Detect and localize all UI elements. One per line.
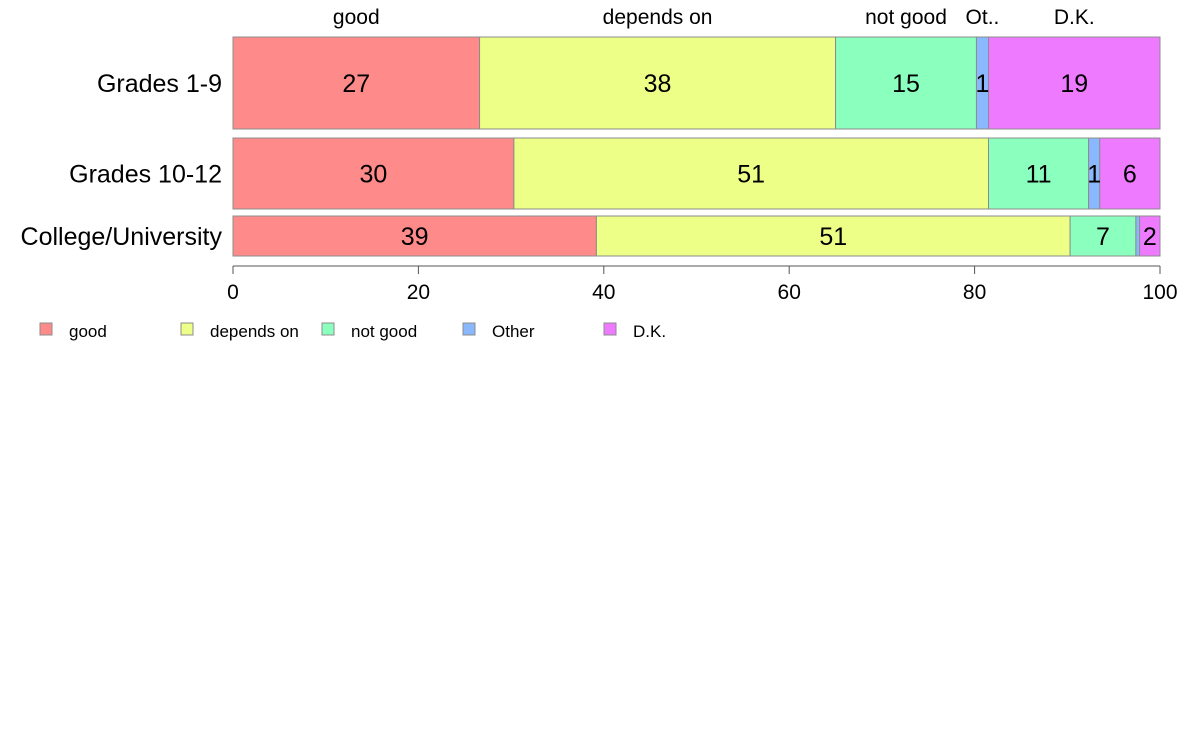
legend: good depends on not good Other D.K. [39, 322, 666, 341]
bar-value-label: 6 [1123, 161, 1137, 189]
bar-segment [232, 36, 481, 130]
legend-swatch [39, 322, 53, 336]
bar-segment [835, 36, 977, 130]
bar-segment [1139, 215, 1161, 257]
bar-value-label: 1 [1087, 161, 1101, 189]
top-category-labels: good depends on not good Ot.. D.K. [333, 6, 1095, 29]
legend-label: good [69, 322, 107, 341]
x-tick-label: 80 [963, 281, 986, 304]
bar-segment [232, 137, 515, 210]
bar-value-label: 39 [401, 223, 429, 251]
x-tick-label: 60 [778, 281, 801, 304]
x-axis: 0 20 40 60 80 100 [227, 265, 1178, 304]
bar-segment [479, 36, 837, 130]
bar-value-label: 7 [1096, 223, 1110, 251]
bar-segment [988, 36, 1161, 130]
legend-swatch [321, 322, 335, 336]
row-labels: Grades 1-9 Grades 10-12 College/University [21, 70, 223, 251]
row-label: Grades 1-9 [97, 70, 222, 98]
top-category-label: Ot.. [966, 6, 1000, 29]
top-category-label: depends on [603, 6, 713, 29]
legend-swatch [462, 322, 476, 336]
top-category-label: not good [865, 6, 947, 29]
bar-segment [1069, 215, 1137, 257]
bar-segment [1135, 215, 1141, 257]
row-label: Grades 10-12 [69, 161, 222, 189]
bar-value-label: 19 [1060, 70, 1088, 98]
bar-segment [1099, 137, 1161, 210]
legend-label: D.K. [633, 322, 666, 341]
bar-value-label: 27 [342, 70, 370, 98]
legend-label: Other [492, 322, 535, 341]
bars [232, 36, 1161, 257]
bar-segment [595, 215, 1071, 257]
top-category-label: good [333, 6, 380, 29]
x-tick-label: 0 [227, 281, 239, 304]
x-tick-label: 40 [592, 281, 615, 304]
bar-segment [988, 137, 1090, 210]
legend-label: not good [351, 322, 417, 341]
row-label: College/University [21, 223, 223, 251]
bar-value-label: 15 [892, 70, 920, 98]
legend-label: depends on [210, 322, 299, 341]
top-category-label: D.K. [1054, 6, 1095, 29]
bar-value-label: 11 [1026, 161, 1052, 189]
bar-segment [513, 137, 990, 210]
bar-value-label: 51 [737, 161, 765, 189]
legend-swatch [603, 322, 617, 336]
bar-value-label: 30 [360, 161, 388, 189]
x-tick-label: 100 [1142, 281, 1177, 304]
x-tick-label: 20 [407, 281, 430, 304]
bar-value-label: 1 [976, 70, 990, 98]
bar-value-label: 51 [819, 223, 847, 251]
bar-value-label: 2 [1143, 223, 1157, 251]
bar-segment [232, 215, 597, 257]
legend-swatch [180, 322, 194, 336]
bar-value-label: 38 [644, 70, 672, 98]
